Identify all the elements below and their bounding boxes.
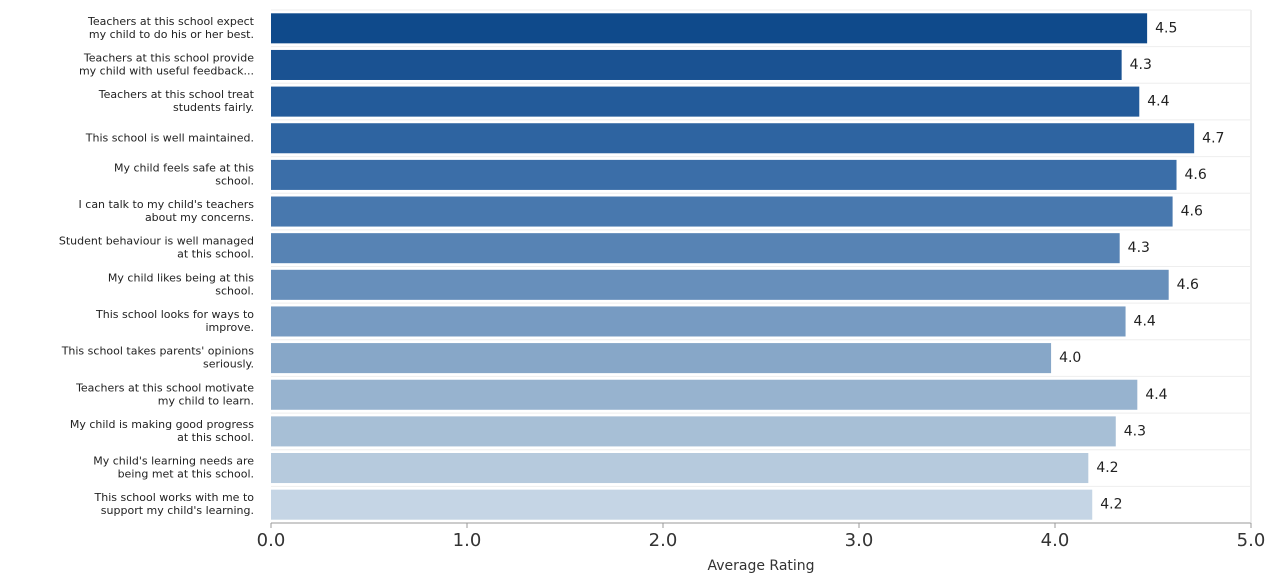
value-label: 4.3 <box>1128 240 1150 256</box>
y-tick-label: my child with useful feedback... <box>79 64 254 77</box>
value-label: 4.2 <box>1096 460 1118 476</box>
y-tick-label: at this school. <box>177 248 254 261</box>
value-label: 4.4 <box>1147 94 1169 110</box>
value-label: 4.6 <box>1177 277 1199 293</box>
y-tick-label: This school is well maintained. <box>85 131 254 144</box>
y-tick-label: My child's learning needs are <box>93 455 254 468</box>
y-tick-label: My child is making good progress <box>70 418 254 431</box>
y-tick-label: support my child's learning. <box>101 504 254 517</box>
y-tick-label: my child to do his or her best. <box>89 28 254 41</box>
x-tick-label: 2.0 <box>649 530 678 551</box>
y-tick-label: about my concerns. <box>145 211 254 224</box>
y-tick-label: Student behaviour is well managed <box>59 235 254 248</box>
bar <box>271 453 1089 484</box>
x-tick-label: 1.0 <box>453 530 482 551</box>
value-label: 4.0 <box>1059 350 1081 366</box>
value-label: 4.6 <box>1181 204 1203 220</box>
y-tick-label: Teachers at this school treat <box>98 88 255 101</box>
value-label: 4.3 <box>1130 57 1152 73</box>
bar <box>271 159 1177 190</box>
y-tick-label: My child feels safe at this <box>114 161 254 174</box>
value-label: 4.5 <box>1155 20 1177 36</box>
y-tick-label: students fairly. <box>173 101 254 114</box>
x-tick-label: 4.0 <box>1041 530 1070 551</box>
y-tick-label: Teachers at this school expect <box>87 15 255 28</box>
y-tick-label: my child to learn. <box>158 394 254 407</box>
bar <box>271 489 1093 520</box>
y-tick-label: I can talk to my child's teachers <box>79 198 255 211</box>
y-tick-label: My child likes being at this <box>108 271 254 284</box>
value-label: 4.7 <box>1202 130 1224 146</box>
y-tick-label: improve. <box>205 321 254 334</box>
bar <box>271 269 1169 300</box>
y-tick-label: This school works with me to <box>94 491 255 504</box>
bar <box>271 416 1116 447</box>
x-tick-label: 3.0 <box>845 530 874 551</box>
bar <box>271 196 1173 227</box>
y-tick-label: This school looks for ways to <box>95 308 254 321</box>
x-tick-label: 5.0 <box>1237 530 1266 551</box>
y-tick-label: Teachers at this school provide <box>83 51 254 64</box>
x-tick-label: 0.0 <box>257 530 286 551</box>
y-tick-label: Teachers at this school motivate <box>75 381 254 394</box>
bar <box>271 379 1138 410</box>
y-tick-label: school. <box>215 284 254 297</box>
value-label: 4.2 <box>1100 497 1122 513</box>
bar <box>271 343 1052 374</box>
x-axis-label: Average Rating <box>707 558 814 573</box>
bar <box>271 86 1140 117</box>
y-tick-label: being met at this school. <box>118 468 254 481</box>
value-label: 4.6 <box>1185 167 1207 183</box>
value-label: 4.4 <box>1145 387 1167 403</box>
value-label: 4.3 <box>1124 423 1146 439</box>
bar <box>271 306 1126 337</box>
bar <box>271 13 1148 44</box>
y-tick-label: school. <box>215 174 254 187</box>
value-label: 4.4 <box>1134 313 1156 329</box>
bar <box>271 49 1122 80</box>
y-tick-label: seriously. <box>203 358 254 371</box>
y-tick-label: at this school. <box>177 431 254 444</box>
bar <box>271 123 1195 154</box>
bar <box>271 233 1120 264</box>
y-tick-label: This school takes parents' opinions <box>61 345 255 358</box>
